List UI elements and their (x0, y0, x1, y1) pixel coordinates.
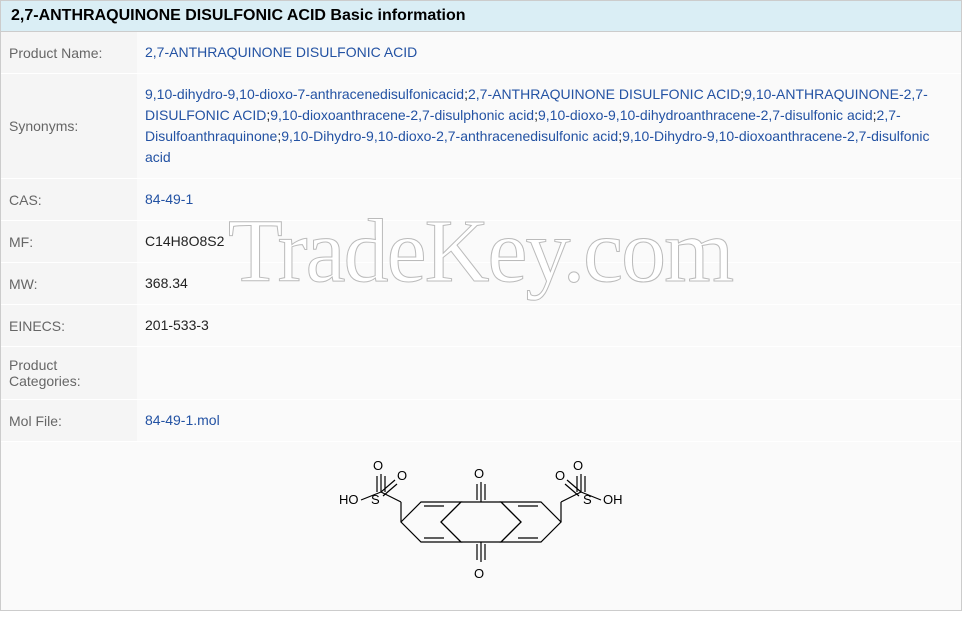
label-synonyms: Synonyms: (1, 74, 137, 178)
row-categories: Product Categories: (1, 347, 961, 400)
svg-text:S: S (583, 492, 592, 507)
label-product-name: Product Name: (1, 32, 137, 73)
row-structure: O O HO O O S OH O O S (1, 442, 961, 610)
label-cas: CAS: (1, 179, 137, 220)
synonym-link[interactable]: 9,10-dioxoanthracene-2,7-disulphonic aci… (270, 107, 534, 123)
row-molfile: Mol File: 84-49-1.mol (1, 400, 961, 442)
row-synonyms: Synonyms: 9,10-dihydro-9,10-dioxo-7-anth… (1, 74, 961, 179)
synonym-link[interactable]: 2,7-ANTHRAQUINONE DISULFONIC ACID (468, 86, 740, 102)
synonym-link[interactable]: 9,10-dioxo-9,10-dihydroanthracene-2,7-di… (538, 107, 873, 123)
svg-text:O: O (474, 466, 484, 481)
label-mf: MF: (1, 221, 137, 262)
value-mf: C14H8O8S2 (137, 221, 961, 262)
row-mf: MF: C14H8O8S2 (1, 221, 961, 263)
row-einecs: EINECS: 201-533-3 (1, 305, 961, 347)
info-table: 2,7-ANTHRAQUINONE DISULFONIC ACID Basic … (0, 0, 962, 611)
value-mw: 368.34 (137, 263, 961, 304)
label-molfile: Mol File: (1, 400, 137, 441)
row-cas: CAS: 84-49-1 (1, 179, 961, 221)
svg-text:O: O (555, 468, 565, 483)
svg-text:S: S (371, 492, 380, 507)
svg-text:O: O (373, 458, 383, 473)
value-categories (137, 347, 961, 399)
value-synonyms: 9,10-dihydro-9,10-dioxo-7-anthracenedisu… (137, 74, 961, 178)
label-einecs: EINECS: (1, 305, 137, 346)
synonym-link[interactable]: 9,10-dihydro-9,10-dioxo-7-anthracenedisu… (145, 86, 464, 102)
value-molfile[interactable]: 84-49-1.mol (137, 400, 961, 441)
svg-text:HO: HO (339, 492, 359, 507)
table-header: 2,7-ANTHRAQUINONE DISULFONIC ACID Basic … (1, 1, 961, 32)
svg-text:O: O (397, 468, 407, 483)
synonym-link[interactable]: 9,10-Dihydro-9,10-dioxo-2,7-anthracenedi… (281, 128, 618, 144)
value-product-name[interactable]: 2,7-ANTHRAQUINONE DISULFONIC ACID (137, 32, 961, 73)
svg-text:O: O (573, 458, 583, 473)
value-einecs: 201-533-3 (137, 305, 961, 346)
svg-text:OH: OH (603, 492, 623, 507)
row-product-name: Product Name: 2,7-ANTHRAQUINONE DISULFON… (1, 32, 961, 74)
label-categories: Product Categories: (1, 347, 137, 399)
svg-text:O: O (474, 566, 484, 581)
molecule-structure-icon: O O HO O O S OH O O S (311, 452, 651, 592)
value-cas[interactable]: 84-49-1 (137, 179, 961, 220)
label-mw: MW: (1, 263, 137, 304)
row-mw: MW: 368.34 (1, 263, 961, 305)
